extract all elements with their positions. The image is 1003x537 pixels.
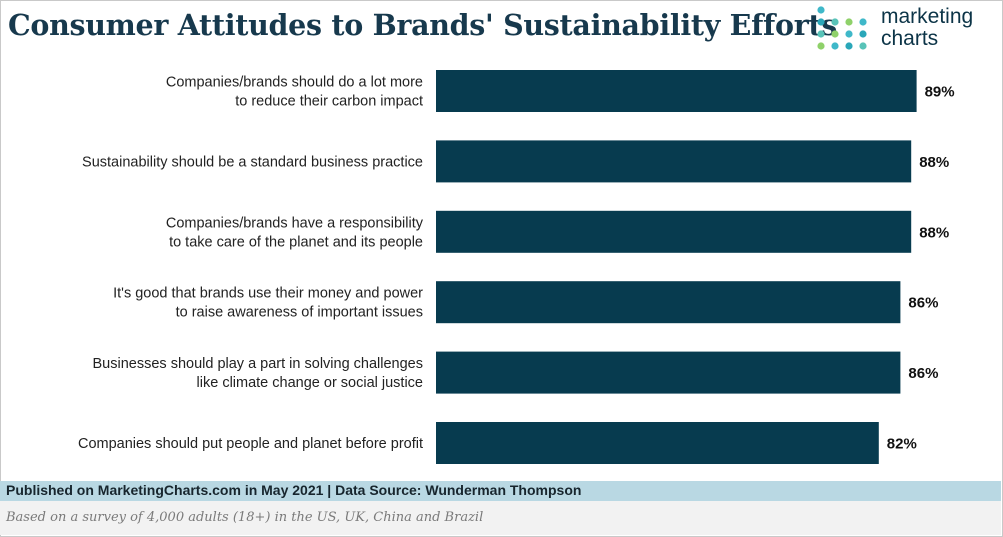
logo-text: marketing charts — [881, 6, 973, 50]
category-label-line: Companies/brands should do a lot more — [166, 75, 423, 91]
logo-line-1: marketing — [881, 5, 974, 28]
value-label: 82% — [887, 436, 917, 453]
category-label-line: to raise awareness of important issues — [176, 305, 423, 321]
logo-dot — [817, 30, 825, 38]
category-label: Sustainability should be a standard busi… — [82, 154, 423, 170]
chart-title: Consumer Attitudes to Brands' Sustainabi… — [8, 8, 838, 42]
bar — [436, 351, 901, 394]
category-label-line: like climate change or social justice — [197, 375, 423, 391]
note-band: Based on a survey of 4,000 adults (18+) … — [0, 501, 1001, 535]
logo-dot — [845, 30, 853, 38]
category-label: Companies/brands have a responsibility to… — [166, 215, 424, 250]
category-label: It's good that brands use their money an… — [113, 286, 423, 321]
source-text: Published on MarketingCharts.com in May … — [6, 482, 582, 498]
logo-dot — [831, 42, 839, 50]
value-label: 86% — [908, 295, 938, 312]
logo-dot — [831, 18, 839, 26]
category-label: Businesses should play a part in solving… — [93, 356, 423, 391]
value-label: 86% — [908, 365, 938, 382]
bar-chart: 89% Companies/brands should do a lot more… — [78, 70, 955, 464]
logo-dot — [845, 42, 853, 50]
source-band: Published on MarketingCharts.com in May … — [0, 481, 1001, 501]
bar — [436, 422, 879, 464]
category-label: Companies/brands should do a lot more to … — [166, 75, 423, 110]
bar — [436, 210, 912, 253]
category-label-line: Sustainability should be a standard busi… — [82, 154, 423, 170]
logo-dot — [831, 30, 839, 38]
bar — [436, 140, 912, 183]
logo-dot — [845, 18, 853, 26]
category-label-line: to reduce their carbon impact — [235, 94, 423, 110]
value-label: 88% — [919, 224, 949, 241]
category-label-line: It's good that brands use their money an… — [113, 286, 423, 302]
logo-line-2: charts — [881, 27, 939, 50]
category-label-line: to take care of the planet and its peopl… — [169, 234, 423, 250]
logo-dots-icon — [817, 6, 867, 50]
category-label-line: Companies should put people and planet b… — [78, 436, 423, 452]
value-label: 89% — [925, 84, 955, 101]
category-label-line: Businesses should play a part in solving… — [93, 356, 423, 372]
logo-dot — [859, 30, 867, 38]
bar — [436, 281, 901, 324]
survey-note: Based on a survey of 4,000 adults (18+) … — [6, 510, 484, 525]
logo-dot — [817, 18, 825, 26]
logo-dot — [859, 42, 867, 50]
logo-dot — [817, 42, 825, 50]
bar — [436, 70, 917, 112]
logo-dot — [859, 18, 867, 26]
category-label-line: Companies/brands have a responsibility — [166, 215, 424, 231]
marketing-charts-logo: marketing charts — [815, 4, 1000, 54]
value-label: 88% — [919, 154, 949, 171]
logo-dot — [817, 6, 825, 14]
category-label: Companies should put people and planet b… — [78, 436, 423, 452]
